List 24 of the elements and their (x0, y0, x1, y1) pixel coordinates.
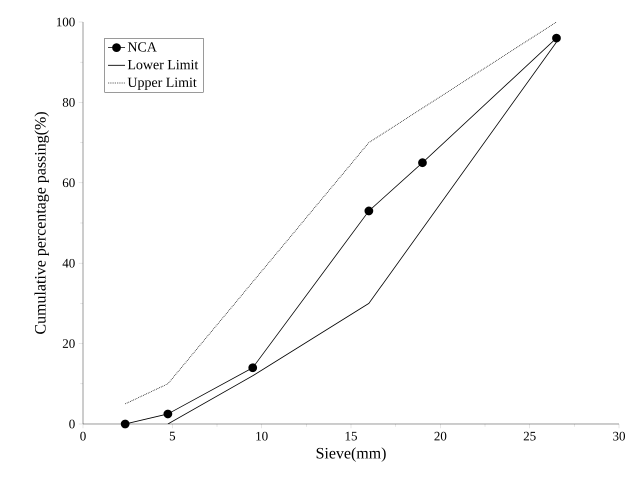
x-axis-title: Sieve(mm) (316, 447, 386, 462)
legend-label: Upper Limit (128, 78, 197, 90)
point (364, 206, 374, 216)
point (418, 158, 427, 168)
point (552, 34, 561, 42)
point (248, 363, 258, 372)
x-tick-label: 5 (170, 432, 176, 440)
y-tick-label: 20 (62, 339, 75, 348)
x-tick-label: 0 (80, 432, 86, 441)
x-tick-label: 10 (256, 432, 268, 441)
legend-label: NCA (128, 42, 157, 52)
y-axis-title: Cumulative percentage passing(%) (34, 112, 49, 334)
legend-label: Lower Limit (128, 60, 198, 70)
x-tick-label: 15 (346, 432, 357, 440)
x-tick-label: 30 (613, 432, 625, 441)
y-tick-label: 40 (62, 258, 75, 268)
y-tick-label: 100 (56, 18, 75, 26)
point (163, 410, 172, 418)
x-tick-label: 20 (434, 432, 446, 441)
y-tick-label: 60 (62, 178, 75, 188)
point (120, 420, 130, 428)
x-tick-label: 25 (524, 432, 536, 440)
y-tick-label: 0 (69, 420, 75, 428)
y-tick-label: 80 (62, 98, 75, 107)
